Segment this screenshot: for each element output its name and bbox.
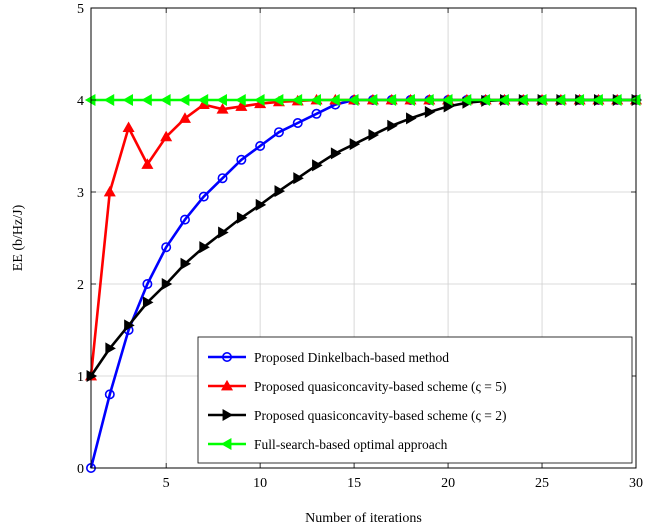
- x-axis-label: Number of iterations: [305, 511, 422, 526]
- data-point: [611, 93, 622, 107]
- series-3: [84, 93, 641, 107]
- y-tick-label: 3: [77, 186, 84, 201]
- data-point: [178, 93, 190, 107]
- data-point: [293, 172, 304, 185]
- legend-label: Proposed quasiconcavity-based scheme (ς …: [254, 408, 507, 423]
- legend-entry: Proposed Dinkelbach-based method: [208, 350, 449, 365]
- legend-label: Proposed Dinkelbach-based method: [254, 350, 449, 365]
- data-point: [274, 185, 286, 198]
- data-point: [142, 278, 153, 289]
- data-point: [255, 141, 266, 152]
- data-point: [592, 93, 603, 107]
- legend-entry: Proposed quasiconcavity-based scheme (ς …: [208, 408, 507, 423]
- plot-frame: [90, 7, 637, 469]
- data-point: [312, 159, 323, 172]
- data-point: [105, 342, 116, 355]
- axis-ticks: 5 10 15 20 25 30 0 1 2 3 4 5: [77, 2, 643, 491]
- legend-entry: Proposed quasiconcavity-based scheme (ς …: [208, 379, 507, 394]
- data-point: [424, 105, 436, 118]
- y-tick-label: 5: [77, 2, 84, 17]
- data-point: [179, 214, 190, 225]
- data-point: [366, 93, 378, 107]
- data-point: [216, 103, 229, 114]
- y-axis-label: EE (b/Hz/J): [11, 204, 26, 271]
- data-point: [197, 93, 209, 107]
- data-point: [441, 93, 453, 107]
- data-point: [330, 147, 342, 160]
- legend-label: Proposed quasiconcavity-based scheme (ς …: [254, 379, 507, 394]
- x-tick-label: 5: [163, 476, 170, 491]
- data-point: [329, 93, 340, 107]
- data-point: [141, 93, 152, 107]
- data-point: [235, 93, 246, 107]
- data-point: [292, 118, 303, 129]
- data-point: [160, 93, 171, 107]
- data-point: [216, 93, 227, 107]
- data-point: [423, 93, 434, 107]
- data-point: [160, 130, 173, 142]
- data-point: [254, 93, 265, 107]
- y-tick-label: 0: [77, 462, 84, 477]
- data-point: [479, 93, 491, 107]
- data-point: [273, 127, 284, 138]
- data-point: [573, 93, 585, 107]
- data-point: [217, 173, 228, 184]
- data-point: [142, 296, 154, 309]
- data-point: [199, 241, 210, 254]
- data-point: [498, 93, 509, 107]
- data-point: [178, 112, 191, 123]
- x-tick-label: 30: [629, 476, 643, 491]
- x-tick-label: 10: [253, 476, 267, 491]
- data-point: [406, 112, 417, 125]
- data-point: [236, 154, 247, 165]
- data-point: [310, 93, 321, 107]
- data-point: [161, 242, 172, 253]
- data-point: [535, 93, 547, 107]
- data-point: [517, 93, 528, 107]
- data-point: [104, 389, 115, 400]
- data-point: [368, 128, 380, 141]
- x-tick-label: 20: [441, 476, 455, 491]
- legend-marker: [222, 408, 234, 422]
- data-point: [349, 138, 361, 151]
- data-point: [554, 93, 566, 107]
- series-2: [86, 93, 643, 383]
- y-tick-label: 1: [77, 370, 84, 385]
- x-tick-label: 25: [535, 476, 549, 491]
- data-point: [235, 100, 248, 111]
- legend-marker: [220, 379, 234, 391]
- y-tick-label: 2: [77, 278, 84, 293]
- data-point: [103, 185, 116, 197]
- data-point: [180, 257, 192, 270]
- data-point: [103, 93, 115, 107]
- data-point: [385, 93, 397, 107]
- data-point: [161, 277, 173, 291]
- legend-box: [197, 336, 633, 464]
- data-point: [236, 211, 248, 224]
- legend-marker: [222, 351, 233, 362]
- legend: Proposed Dinkelbach-based method Proposed…: [197, 336, 633, 464]
- data-point: [291, 93, 303, 107]
- x-tick-label: 15: [347, 476, 361, 491]
- data-point: [141, 158, 154, 169]
- data-point: [347, 93, 359, 107]
- data-point: [124, 319, 135, 332]
- legend-label: Full-search-based optimal approach: [254, 437, 448, 452]
- data-point: [198, 191, 209, 202]
- legend-entry: Full-search-based optimal approach: [208, 437, 448, 452]
- series-layer: [84, 93, 643, 473]
- legend-marker: [220, 437, 232, 451]
- data-point: [218, 226, 229, 239]
- data-point: [122, 121, 135, 133]
- y-tick-label: 4: [77, 94, 84, 109]
- data-point: [460, 93, 472, 107]
- data-point: [387, 119, 398, 132]
- data-point: [404, 93, 415, 107]
- data-point: [255, 198, 267, 211]
- data-point: [122, 93, 134, 107]
- data-point: [272, 93, 284, 107]
- data-point: [311, 108, 322, 119]
